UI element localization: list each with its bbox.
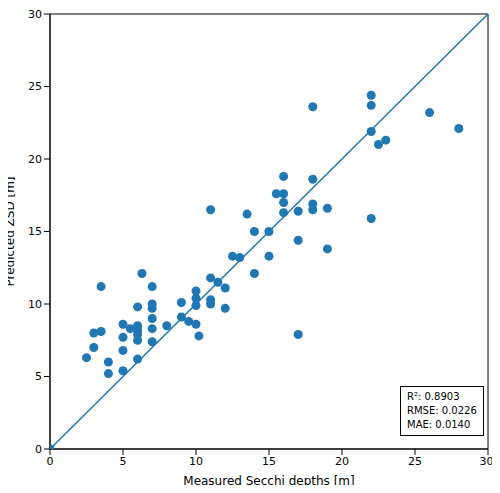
svg-text:5: 5 [35, 370, 42, 383]
svg-text:30: 30 [480, 455, 493, 468]
svg-text:20: 20 [28, 153, 42, 166]
html-text:R²: 0.8903: R²: 0.8903 [407, 391, 460, 402]
svg-text:Predicted ZSD [m]: Predicted ZSD [m] [8, 176, 17, 286]
svg-text:15: 15 [28, 225, 42, 238]
html-text:RMSE: 0.0226: RMSE: 0.0226 [407, 405, 477, 416]
html-text:MAE: 0.0140: MAE: 0.0140 [407, 419, 471, 430]
svg-text:10: 10 [28, 298, 42, 311]
svg-text:30: 30 [28, 8, 42, 21]
svg-text:20: 20 [335, 455, 349, 468]
svg-text:Measured Secchi depths [m]: Measured Secchi depths [m] [183, 474, 354, 485]
svg-text:5: 5 [120, 455, 127, 468]
svg-text:25: 25 [408, 455, 422, 468]
svg-text:25: 25 [28, 80, 42, 93]
svg-text:15: 15 [262, 455, 276, 468]
svg-text:10: 10 [189, 455, 203, 468]
svg-text:0: 0 [35, 443, 42, 456]
svg-text:0: 0 [47, 455, 54, 468]
